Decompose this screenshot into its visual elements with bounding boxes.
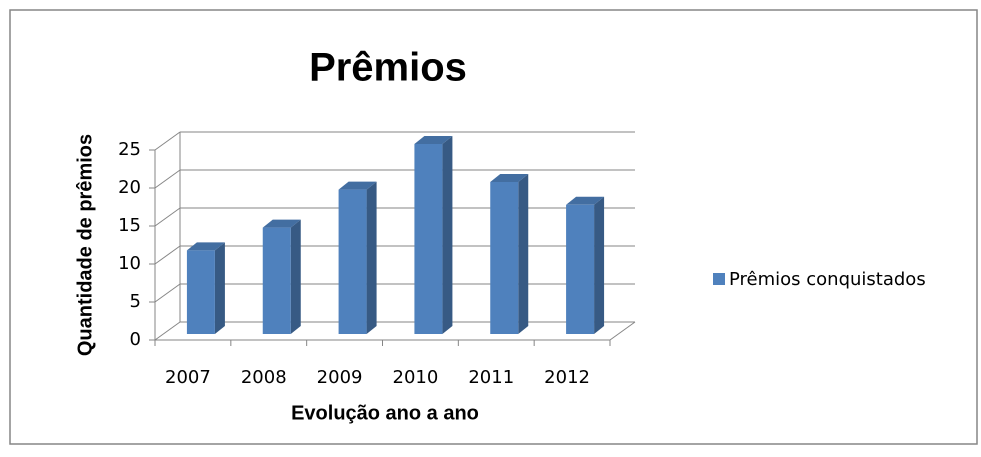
y-tick-label: 0 [130, 329, 141, 350]
grid-line [154, 131, 181, 151]
bar-side [290, 219, 301, 334]
bar-top [414, 136, 453, 144]
bar-side [594, 196, 605, 334]
grid-line [154, 207, 181, 227]
x-axis-label: Evolução ano a ano [291, 402, 479, 424]
bar-side [442, 136, 453, 334]
bar-top [262, 219, 301, 228]
chart-title: Prêmios [309, 46, 467, 90]
bar [414, 144, 443, 334]
bar [262, 227, 291, 334]
x-tick-label: 2009 [317, 367, 363, 388]
y-tick-label: 10 [118, 253, 141, 274]
bar [338, 189, 367, 334]
bar [566, 204, 595, 334]
y-axis-label: Quantidade de prêmios [74, 134, 96, 356]
legend-label: Prêmios conquistados [729, 269, 926, 290]
y-tick-label: 5 [130, 291, 141, 312]
bar-side [518, 174, 529, 334]
bar-side [366, 181, 377, 334]
grid-line [154, 245, 181, 265]
legend-swatch [713, 273, 725, 285]
bar-top [186, 242, 225, 251]
y-tick-label: 20 [118, 177, 141, 198]
bar [490, 182, 519, 334]
x-tick-label: 2010 [393, 367, 439, 388]
bar-side [214, 242, 225, 334]
bar-top [490, 174, 529, 182]
x-tick-label: 2011 [468, 367, 514, 388]
grid-line [154, 169, 181, 189]
y-tick-label: 25 [118, 139, 141, 160]
bar-top [566, 196, 605, 205]
bar-top [338, 181, 377, 190]
x-tick-label: 2012 [544, 367, 590, 388]
y-tick-label: 15 [118, 215, 141, 236]
x-tick-label: 2008 [241, 367, 287, 388]
grid-line [154, 283, 181, 303]
bar [186, 250, 215, 334]
grid-line [154, 321, 181, 341]
x-tick-label: 2007 [165, 367, 211, 388]
floor-right-edge [609, 321, 636, 341]
